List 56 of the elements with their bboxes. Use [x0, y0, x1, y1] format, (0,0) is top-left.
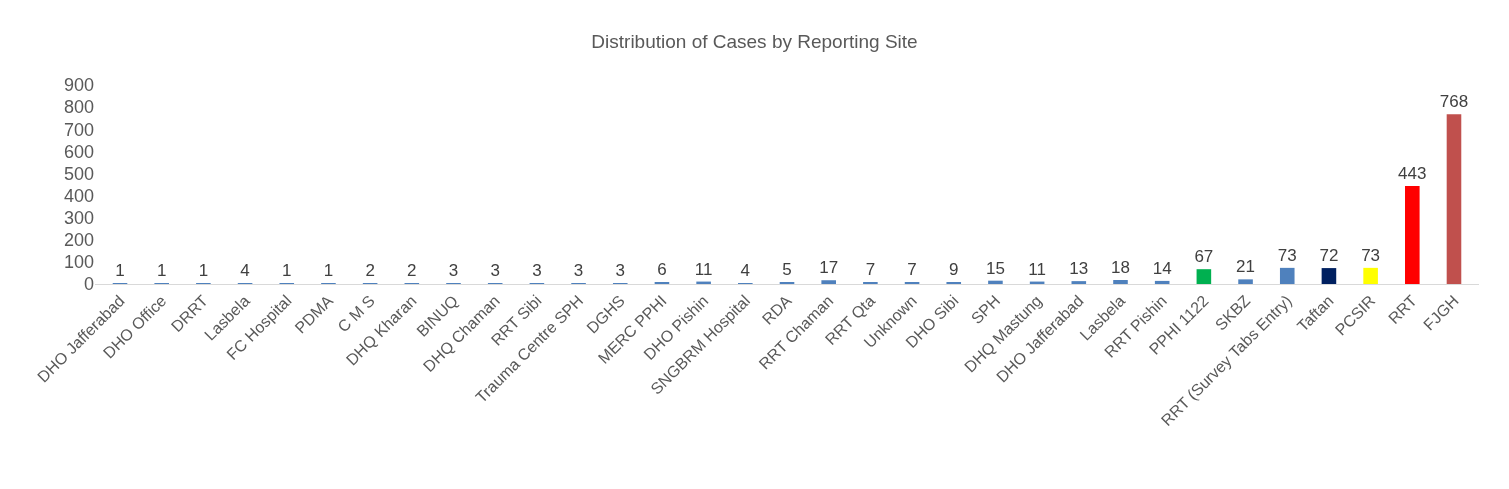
y-tick-label: 300	[63, 207, 94, 228]
data-label: 443	[1398, 164, 1427, 184]
data-label: 11	[1028, 259, 1046, 279]
data-label: 3	[615, 261, 625, 280]
data-label: 67	[1194, 247, 1214, 267]
data-label: 72	[1319, 246, 1339, 266]
data-label: 13	[1069, 259, 1089, 279]
data-label: 3	[448, 261, 459, 280]
data-label: 11	[694, 259, 713, 279]
data-label: 6	[657, 260, 667, 279]
data-label: 15	[985, 258, 1005, 278]
y-tick-label: 0	[83, 274, 94, 295]
bar	[1321, 268, 1337, 284]
y-tick-label: 600	[63, 141, 94, 162]
data-label: 1	[323, 261, 334, 280]
y-tick-label: 700	[63, 119, 94, 140]
y-tick-label: 900	[63, 75, 94, 96]
data-label: 9	[949, 260, 959, 279]
data-label: 1	[282, 261, 292, 280]
bar	[1113, 280, 1128, 284]
bar	[1238, 279, 1253, 284]
bar	[1446, 114, 1462, 284]
data-label: 17	[819, 258, 839, 278]
data-label: 1	[198, 261, 209, 280]
bar	[988, 280, 1003, 284]
y-tick-label: 100	[63, 252, 94, 273]
chart-title: Distribution of Cases by Reporting Site	[591, 30, 918, 52]
data-label: 18	[1111, 258, 1130, 278]
y-tick-label: 500	[63, 163, 94, 184]
data-label: 73	[1277, 245, 1297, 265]
data-label: 73	[1361, 245, 1381, 265]
data-label: 4	[740, 261, 751, 280]
data-label: 21	[1236, 257, 1256, 277]
bar	[1405, 186, 1420, 284]
data-label: 14	[1152, 258, 1172, 278]
data-label: 3	[490, 261, 500, 280]
bar	[1071, 281, 1087, 284]
bar	[1279, 267, 1295, 284]
data-label: 768	[1439, 92, 1469, 112]
bar	[1154, 280, 1170, 284]
bar	[1196, 269, 1212, 284]
data-label: 1	[115, 261, 125, 280]
y-tick-label: 800	[63, 97, 94, 118]
data-label: 3	[573, 261, 584, 280]
data-label: 7	[907, 260, 917, 279]
data-label: 2	[407, 261, 417, 280]
data-label: 4	[240, 261, 250, 280]
bar	[821, 280, 836, 284]
data-label: 1	[156, 261, 167, 280]
data-label: 5	[782, 260, 792, 279]
data-label: 7	[865, 260, 876, 279]
data-label: 3	[532, 261, 542, 280]
y-tick-label: 400	[63, 185, 94, 206]
data-label: 2	[365, 261, 375, 280]
y-tick-label: 200	[63, 230, 94, 251]
bar	[1363, 267, 1378, 284]
